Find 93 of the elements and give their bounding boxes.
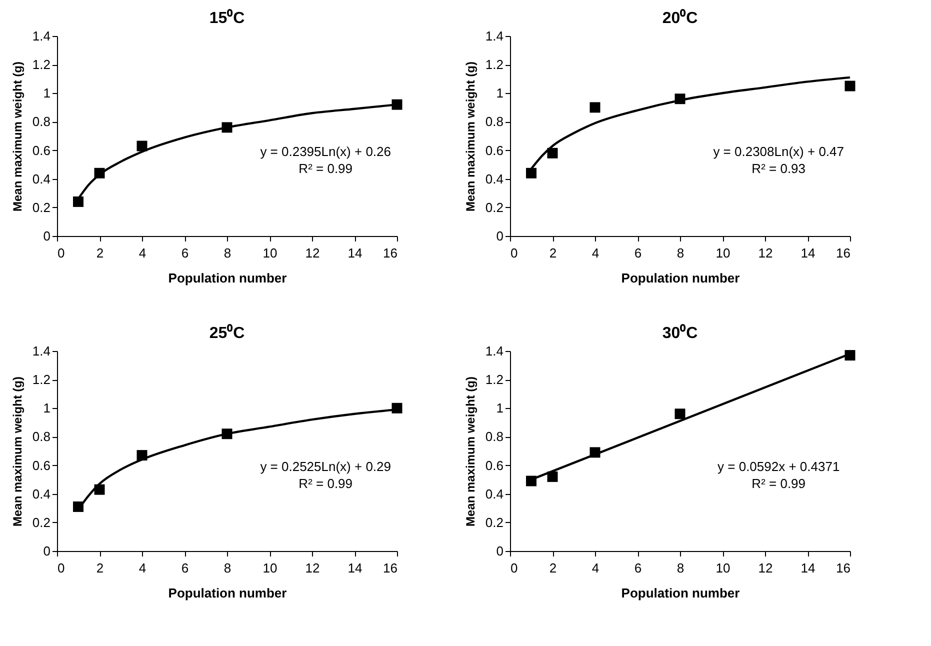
y-tick-label: 1.2 — [485, 57, 504, 72]
chart-title: 30⁰C — [662, 324, 698, 342]
x-tick-label: 10 — [262, 560, 278, 576]
y-tick-label: 1.4 — [32, 344, 50, 358]
y-tick-label: 0.8 — [32, 114, 50, 130]
y-tick-label: 1.2 — [485, 372, 504, 388]
x-tick-label: 16 — [836, 560, 850, 576]
x-tick-label: 8 — [224, 246, 232, 260]
x-tick-label: 0 — [510, 246, 518, 260]
x-tick-label: 2 — [549, 560, 557, 576]
y-tick-label: 0 — [496, 544, 504, 558]
chart-title: 25⁰C — [209, 324, 246, 342]
x-tick-label: 12 — [758, 560, 773, 576]
y-tick-label: 0.6 — [32, 142, 50, 158]
y-tick-label: 1 — [496, 400, 504, 416]
x-axis-title: Population number — [168, 586, 287, 600]
x-tick-label: 4 — [138, 246, 146, 260]
point — [590, 102, 600, 113]
annotation: R² = 0.99 — [298, 476, 353, 491]
x-tick-label: 4 — [592, 560, 600, 576]
x-tick-label: 0 — [58, 560, 65, 576]
x-tick-label: 10 — [262, 246, 278, 260]
x-tick-label: 10 — [716, 246, 730, 260]
y-tick-label: 0.8 — [485, 429, 504, 444]
y-tick-label: 1.4 — [32, 28, 50, 44]
y-tick-label: 1.2 — [32, 57, 50, 72]
x-tick-label: 14 — [800, 246, 816, 260]
x-tick-label: 16 — [383, 560, 398, 576]
y-tick-label: 1 — [43, 86, 50, 101]
annotation: R² = 0.93 — [752, 161, 806, 176]
y-axis-title: Mean maximum weight (g) — [463, 376, 478, 527]
chart-title: 20⁰C — [662, 9, 698, 27]
x-tick-label: 6 — [634, 246, 642, 260]
x-tick-label: 6 — [181, 560, 189, 576]
y-tick-label: 1 — [43, 400, 50, 416]
x-tick-label: 10 — [716, 560, 730, 576]
y-axis-title: Mean maximum weight (g) — [10, 61, 24, 212]
y-tick-label: 0.4 — [32, 486, 50, 502]
x-tick-label: 12 — [305, 246, 320, 260]
x-axis-title: Population number — [168, 270, 287, 286]
x-tick-label: 2 — [549, 246, 557, 260]
y-tick-label: 0 — [43, 544, 50, 558]
annotation: R² = 0.99 — [298, 161, 353, 176]
x-tick-label: 8 — [676, 560, 684, 576]
annotation: y = 0.2525Ln(x) + 0.29 — [260, 459, 392, 474]
y-tick-label: 1.4 — [485, 344, 504, 358]
point — [674, 408, 686, 420]
y-tick-label: 0.4 — [32, 171, 50, 186]
y-tick-label: 0 — [43, 228, 50, 244]
point — [73, 196, 84, 207]
y-tick-label: 0.8 — [32, 429, 50, 444]
annotation: y = 0.2308Ln(x) + 0.47 — [713, 144, 844, 159]
x-tick-label: 4 — [138, 560, 146, 576]
x-tick-label: 12 — [758, 246, 773, 260]
x-tick-label: 12 — [305, 560, 320, 576]
x-tick-label: 6 — [634, 560, 642, 576]
x-axis-title: Population number — [621, 586, 740, 600]
x-tick-label: 14 — [800, 560, 816, 576]
y-tick-label: 0 — [496, 228, 504, 244]
y-tick-label: 0.4 — [485, 486, 504, 502]
x-tick-label: 0 — [510, 560, 518, 576]
y-tick-label: 0.6 — [485, 458, 504, 473]
point — [526, 168, 536, 178]
x-tick-label: 8 — [676, 246, 684, 260]
chart-title: 15⁰C — [209, 9, 246, 27]
x-tick-label: 0 — [58, 246, 65, 260]
y-axis-title: Mean maximum weight (g) — [10, 376, 24, 527]
y-tick-label: 0.2 — [485, 514, 504, 530]
x-tick-label: 16 — [836, 246, 850, 260]
y-tick-label: 1.4 — [485, 28, 504, 44]
y-axis-title: Mean maximum weight (g) — [463, 61, 478, 212]
x-axis-title: Population number — [621, 270, 740, 286]
annotation: y = 0.2395Ln(x) + 0.26 — [260, 144, 392, 159]
y-tick-label: 0.4 — [485, 171, 504, 186]
y-tick-label: 0.2 — [32, 514, 50, 530]
x-tick-label: 2 — [96, 560, 104, 576]
y-tick-label: 1 — [496, 86, 504, 101]
annotation: y = 0.0592x + 0.4371 — [718, 459, 840, 474]
y-tick-label: 1.2 — [32, 372, 50, 388]
y-tick-label: 0.8 — [485, 114, 504, 130]
x-tick-label: 2 — [96, 246, 104, 260]
y-tick-label: 0.2 — [32, 200, 50, 215]
x-tick-label: 6 — [181, 246, 189, 260]
y-tick-label: 0.2 — [485, 200, 504, 215]
point — [844, 80, 856, 92]
x-tick-label: 16 — [383, 246, 398, 260]
y-tick-label: 0.6 — [32, 458, 50, 473]
x-tick-label: 14 — [348, 560, 362, 576]
annotation: R² = 0.99 — [752, 476, 806, 491]
x-tick-label: 14 — [348, 246, 362, 260]
x-tick-label: 8 — [224, 560, 232, 576]
x-tick-label: 4 — [592, 246, 600, 260]
y-tick-label: 0.6 — [485, 142, 504, 158]
